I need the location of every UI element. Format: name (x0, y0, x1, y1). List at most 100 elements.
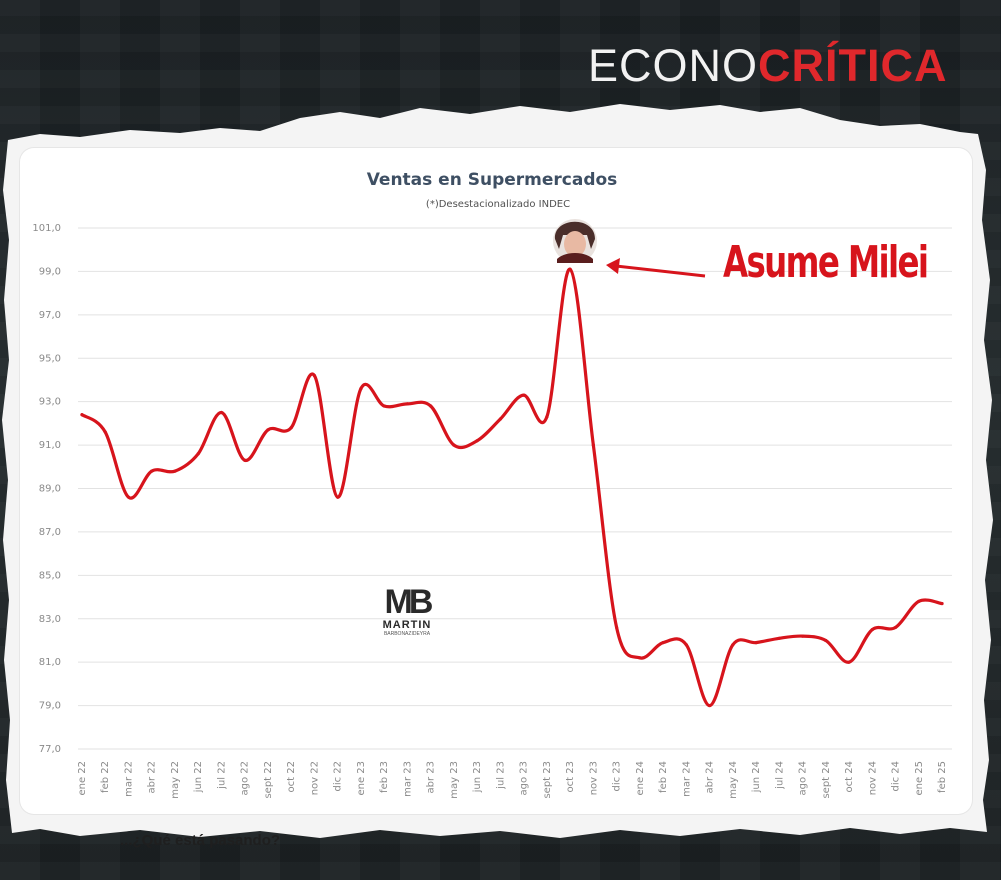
data-point-ene-23 (359, 387, 363, 391)
x-tick-label: abr 24 (705, 761, 716, 794)
x-tick-label: feb 23 (379, 761, 390, 793)
x-tick-label: oct 22 (286, 761, 297, 792)
brand-logo-bold: CRÍTICA (758, 40, 948, 91)
x-tick-label: jul 24 (774, 761, 785, 790)
data-point-ago-23 (522, 393, 526, 397)
x-tick-label: ago 23 (519, 761, 530, 796)
data-point-jun-24 (754, 641, 758, 645)
x-tick-label: ene 25 (914, 761, 925, 796)
x-tick-label: oct 24 (844, 761, 855, 792)
data-point-feb-25 (940, 601, 944, 606)
data-point-ago-22 (243, 458, 247, 462)
y-tick-label: 87,0 (39, 527, 61, 538)
y-axis: 101,0 99,0 97,0 95,0 93,0 91,0 89,0 87,0 85,0 83,… (32, 223, 61, 755)
data-points (80, 267, 944, 708)
x-tick-label: jul 23 (495, 761, 506, 790)
x-tick-label: dic 23 (612, 761, 623, 792)
x-tick-label: dic 22 (333, 761, 344, 792)
data-point-mar-22 (126, 495, 131, 499)
y-tick-label: 77,0 (39, 744, 61, 755)
data-point-oct-23 (568, 267, 572, 271)
x-tick-label: feb 22 (100, 761, 111, 793)
data-point-abr-24 (707, 703, 712, 708)
x-tick-label: ene 22 (77, 761, 88, 796)
watermark-sub: BARBONAZIDEYRA (383, 631, 431, 637)
y-tick-label: 93,0 (39, 397, 61, 408)
x-tick-label: ago 22 (240, 761, 251, 796)
x-tick-label: mar 22 (123, 761, 134, 797)
x-tick-label: may 23 (449, 761, 460, 799)
y-tick-label: 81,0 (39, 657, 61, 668)
data-point-ene-25 (917, 599, 921, 603)
data-point-sept-24 (824, 638, 828, 643)
data-point-sept-23 (545, 415, 549, 419)
arrow-left-icon (606, 258, 706, 278)
footer-text: ...¿Qué está pasando? (120, 832, 281, 849)
chart-card (20, 148, 972, 814)
x-tick-label: feb 24 (658, 761, 669, 793)
data-point-oct-22 (289, 426, 293, 430)
y-tick-label: 85,0 (39, 570, 61, 581)
y-tick-label: 91,0 (39, 440, 61, 451)
x-tick-label: mar 24 (681, 761, 692, 797)
x-tick-label: sept 23 (542, 761, 553, 799)
x-tick-label: ene 23 (356, 761, 367, 796)
annotation-label: Asume Milei (723, 237, 929, 288)
x-tick-label: oct 23 (565, 761, 576, 792)
x-tick-label: nov 24 (867, 761, 878, 795)
chart-grid (78, 227, 952, 750)
data-point-mar-23 (405, 402, 410, 406)
data-point-feb-22 (103, 430, 107, 434)
x-tick-label: abr 22 (147, 761, 158, 794)
x-tick-label: nov 22 (309, 761, 320, 795)
brand-logo-light: ECONO (588, 40, 759, 91)
data-point-jun-22 (196, 452, 200, 456)
y-tick-label: 95,0 (39, 353, 61, 364)
watermark-logo: MB MARTIN BARBONAZIDEYRA (366, 585, 448, 645)
chart-subtitle: (*)Desestacionalizado INDEC (426, 199, 570, 210)
y-tick-label: 79,0 (39, 701, 61, 712)
series-line (80, 267, 944, 708)
data-point-may-24 (731, 643, 735, 647)
watermark-mark: MB (384, 583, 434, 621)
data-point-sept-22 (266, 428, 270, 432)
person-photo-icon (553, 219, 597, 263)
x-tick-label: sept 24 (821, 761, 832, 799)
data-point-feb-23 (382, 404, 386, 408)
chart: Ventas en Supermercados (*)Desestacional… (32, 170, 952, 799)
x-tick-label: feb 25 (937, 761, 948, 793)
x-tick-label: jun 24 (751, 761, 762, 793)
data-point-ene-22 (80, 413, 84, 417)
y-tick-label: 101,0 (32, 223, 61, 234)
data-point-ago-24 (800, 634, 805, 638)
x-tick-label: sept 22 (263, 761, 274, 799)
data-point-dic-24 (893, 625, 898, 630)
data-point-dic-22 (336, 495, 340, 499)
y-tick-label: 89,0 (39, 484, 61, 495)
data-point-abr-23 (429, 404, 433, 408)
data-point-jul-22 (219, 410, 224, 415)
data-point-nov-24 (870, 628, 874, 632)
x-axis: ene 22 feb 22 mar 22 abr 22 may 22 jun 22 jul … (77, 761, 948, 799)
data-point-jul-24 (777, 636, 781, 640)
x-tick-label: jun 22 (193, 761, 204, 793)
data-point-mar-24 (684, 643, 688, 647)
x-tick-label: jul 22 (216, 761, 227, 790)
x-tick-label: abr 23 (426, 761, 437, 794)
brand-logo: ECONOCRÍTICA (588, 40, 948, 92)
data-point-may-23 (452, 443, 456, 447)
data-point-nov-22 (312, 374, 317, 378)
x-tick-label: ene 24 (635, 761, 646, 796)
x-tick-label: may 22 (170, 761, 181, 799)
data-point-may-22 (173, 469, 177, 473)
data-point-feb-24 (661, 641, 665, 645)
data-point-abr-22 (150, 469, 154, 473)
data-point-nov-23 (591, 443, 595, 447)
watermark-name: MARTIN (382, 619, 432, 631)
x-tick-label: may 24 (728, 761, 739, 799)
x-tick-label: nov 23 (588, 761, 599, 795)
y-tick-label: 97,0 (39, 310, 61, 321)
y-tick-label: 99,0 (39, 266, 61, 277)
data-point-jun-23 (475, 439, 479, 443)
x-tick-label: mar 23 (402, 761, 413, 797)
